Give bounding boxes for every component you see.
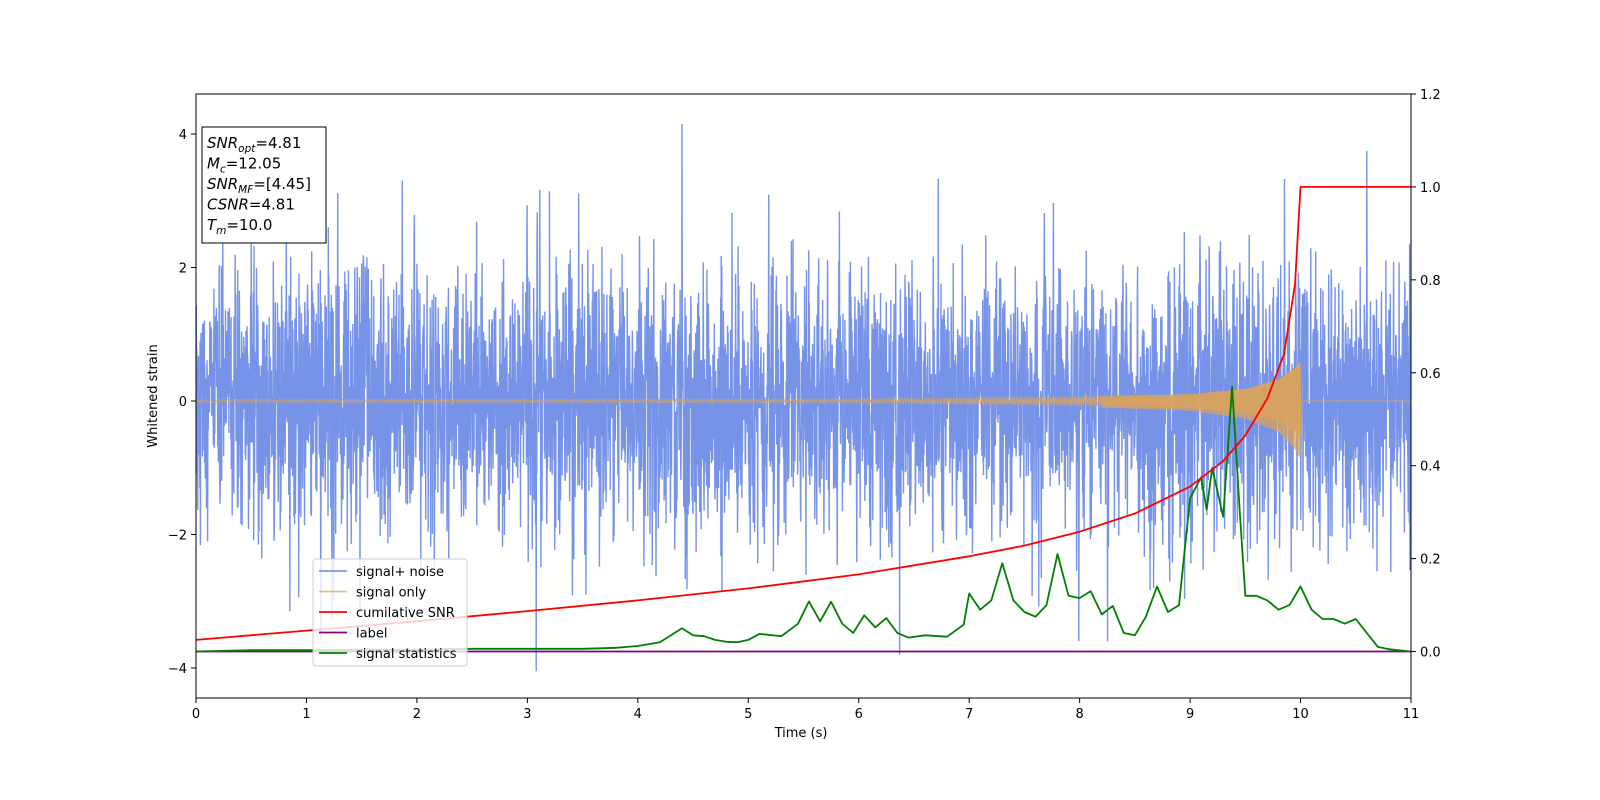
- legend-label: signal statistics: [356, 647, 457, 662]
- y-left-tick-label: 4: [179, 128, 187, 143]
- y-right-tick-label: 1.0: [1420, 181, 1441, 196]
- axes-layer: 0 1 2 3 4 5 6 7 8 9 10 11 −4 −2 0 2 4 0.0 0.2 0.4 0.6 0.8 1.0 1…: [168, 88, 1441, 722]
- info-line: SNRMF=[4.45]: [207, 175, 311, 196]
- series-signal-statistics: [196, 385, 1411, 653]
- y-left-tick-label: 0: [179, 395, 187, 410]
- x-tick-label: 8: [1075, 707, 1083, 722]
- legend-label: label: [356, 627, 387, 642]
- y-right-tick-label: 0.4: [1420, 460, 1441, 475]
- x-axis-label: Time (s): [774, 726, 828, 741]
- x-tick-label: 6: [855, 707, 863, 722]
- y-right-tick-label: 0.6: [1420, 367, 1441, 382]
- info-line: SNRopt=4.81: [207, 134, 301, 155]
- legend-frame: [312, 558, 468, 667]
- info-box-frame: [201, 126, 327, 244]
- x-tick-label: 9: [1186, 707, 1194, 722]
- x-tick-label: 10: [1292, 707, 1309, 722]
- y-axis-label: Whitened strain: [146, 344, 161, 447]
- x-tick-label: 2: [413, 707, 421, 722]
- legend-label: cumilative SNR: [356, 606, 455, 621]
- y-right-tick-label: 1.2: [1420, 88, 1441, 103]
- info-line: Tm=10.0: [207, 216, 272, 237]
- x-tick-label: 3: [523, 707, 531, 722]
- info-line: CSNR=4.81: [207, 196, 295, 214]
- series-cumilative-snr: [196, 185, 1411, 641]
- info-box: SNRopt=4.81Mc=12.05SNRMF=[4.45]CSNR=4.81…: [201, 126, 327, 244]
- x-tick-label: 1: [302, 707, 310, 722]
- legend-label: signal only: [356, 586, 426, 601]
- x-tick-label: 5: [744, 707, 752, 722]
- y-right-tick-label: 0.0: [1420, 646, 1441, 661]
- y-right-tick-label: 0.8: [1420, 274, 1441, 289]
- series-signal-noise: [196, 123, 1411, 672]
- y-right-tick-label: 0.2: [1420, 553, 1441, 568]
- y-left-tick-label: −2: [168, 528, 187, 543]
- x-tick-label: 4: [634, 707, 642, 722]
- x-tick-label: 7: [965, 707, 973, 722]
- signal-only-envelope: [1101, 361, 1301, 460]
- legend: signal+ noise signal only cumilative SNR la…: [312, 558, 468, 667]
- plot-frame: [195, 93, 1412, 699]
- info-line: Mc=12.05: [207, 155, 281, 176]
- x-tick-label: 0: [192, 707, 200, 722]
- x-tick-label: 11: [1403, 707, 1420, 722]
- legend-label: signal+ noise: [356, 565, 444, 580]
- y-left-tick-label: −4: [168, 662, 187, 677]
- y-left-tick-label: 2: [179, 262, 187, 277]
